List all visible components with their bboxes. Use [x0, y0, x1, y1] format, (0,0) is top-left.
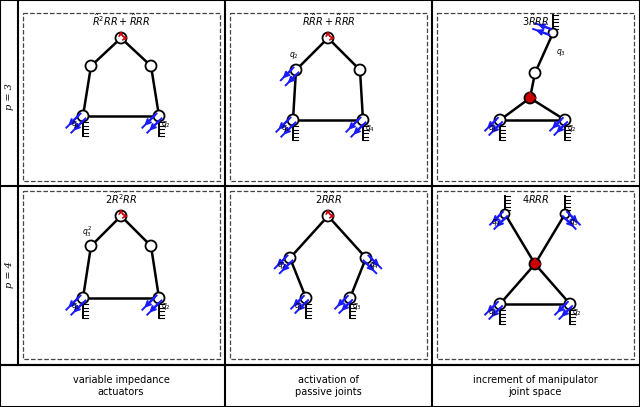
Circle shape [77, 293, 88, 304]
Circle shape [291, 64, 301, 76]
Circle shape [561, 210, 570, 219]
Circle shape [86, 241, 97, 252]
Bar [230, 191, 427, 359]
Circle shape [529, 68, 541, 79]
Circle shape [115, 33, 127, 44]
Text: $q_1$: $q_1$ [488, 307, 498, 318]
Text: $2\hat{R}^2RR$: $2\hat{R}^2RR$ [106, 190, 138, 206]
Bar [437, 13, 634, 181]
Bar [0, 365, 640, 407]
Text: $q_2$: $q_2$ [277, 260, 287, 271]
Circle shape [323, 210, 333, 221]
Text: $q_4$: $q_4$ [369, 260, 379, 271]
Text: $q_1$: $q_1$ [281, 123, 291, 134]
Circle shape [145, 241, 157, 252]
Text: activation of
passive joints: activation of passive joints [294, 375, 362, 397]
Bar [230, 13, 427, 181]
Text: $2\hat{R}\hat{R}R$: $2\hat{R}\hat{R}R$ [315, 190, 342, 206]
Circle shape [525, 92, 536, 103]
Text: $q_3$: $q_3$ [569, 217, 579, 228]
Text: variable impedance
actuators: variable impedance actuators [72, 375, 170, 397]
Circle shape [323, 33, 333, 44]
Circle shape [495, 298, 506, 309]
Text: $q_2$: $q_2$ [161, 301, 171, 312]
Text: $q_1$: $q_1$ [71, 301, 81, 312]
Text: $\hat{R}\hat{R}R + \hat{R}RR$: $\hat{R}\hat{R}R + \hat{R}RR$ [301, 12, 355, 28]
Text: $q_2$: $q_2$ [289, 50, 299, 61]
Circle shape [559, 114, 570, 125]
Circle shape [548, 28, 557, 37]
Text: $q_4$: $q_4$ [491, 217, 501, 228]
Circle shape [154, 110, 164, 122]
Circle shape [285, 252, 296, 263]
Bar [0, 0, 640, 365]
Text: $q_2$: $q_2$ [161, 119, 171, 130]
Text: $q_2$: $q_2$ [572, 307, 582, 318]
Text: p = 4: p = 4 [4, 262, 13, 289]
Text: p = 3: p = 3 [4, 83, 13, 110]
Text: $q_4$: $q_4$ [365, 123, 375, 134]
Circle shape [154, 293, 164, 304]
Circle shape [355, 64, 365, 76]
Bar [23, 191, 220, 359]
Text: $q_2$: $q_2$ [567, 123, 577, 134]
Circle shape [145, 61, 157, 72]
Text: $q_1$: $q_1$ [488, 123, 498, 134]
Circle shape [77, 110, 88, 122]
Circle shape [344, 293, 355, 304]
Text: $4\hat{R}RR$: $4\hat{R}RR$ [522, 190, 549, 206]
Bar [23, 13, 220, 181]
Text: increment of manipulator
joint space: increment of manipulator joint space [472, 375, 597, 397]
Circle shape [287, 114, 298, 125]
Circle shape [360, 252, 371, 263]
Circle shape [495, 114, 506, 125]
Text: $3\hat{R}RR$: $3\hat{R}RR$ [522, 12, 549, 28]
Circle shape [358, 114, 369, 125]
Text: $q_3$: $q_3$ [556, 47, 566, 58]
Bar [437, 191, 634, 359]
Circle shape [529, 258, 541, 269]
Text: $q_1$: $q_1$ [71, 119, 81, 130]
Circle shape [115, 210, 127, 221]
Text: $q_1$: $q_1$ [294, 301, 304, 312]
Text: $q_3$: $q_3$ [352, 301, 362, 312]
Circle shape [86, 61, 97, 72]
Text: $q_3^2$: $q_3^2$ [82, 224, 92, 239]
Text: $\hat{R}^2RR + \hat{R}RR$: $\hat{R}^2RR + \hat{R}RR$ [92, 12, 151, 28]
Circle shape [500, 210, 509, 219]
Circle shape [564, 298, 575, 309]
Circle shape [301, 293, 312, 304]
